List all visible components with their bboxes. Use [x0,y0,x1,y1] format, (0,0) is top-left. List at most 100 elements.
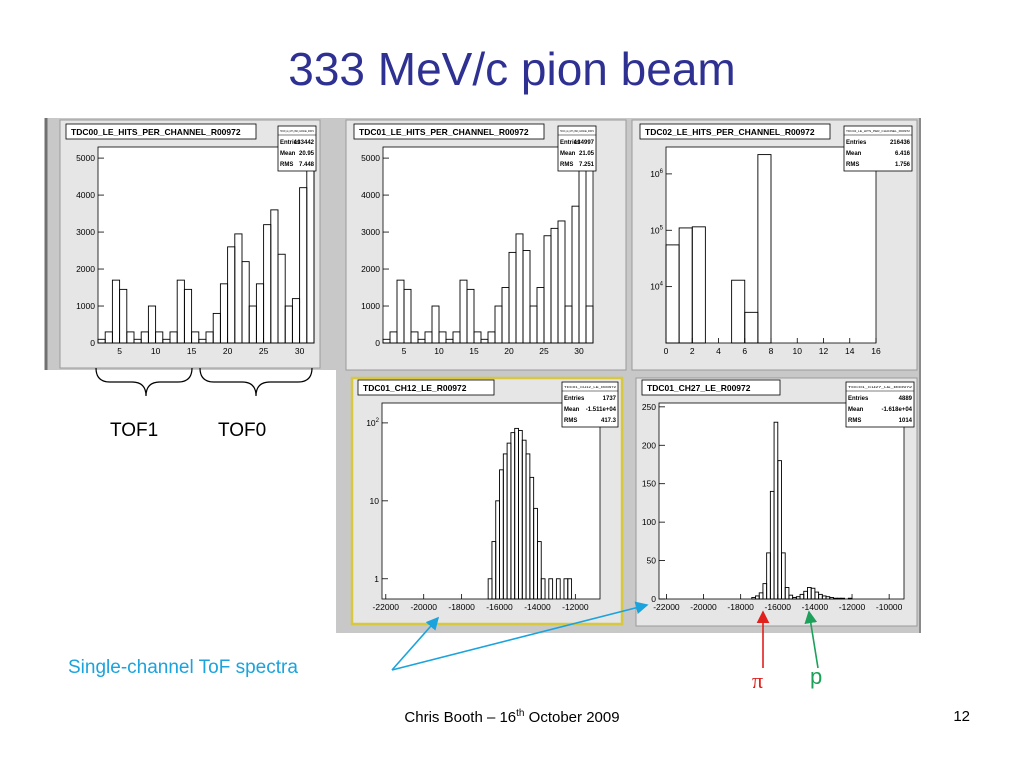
footer-superscript: th [516,708,525,719]
chart-5-y-tick-label: 0 [651,594,656,604]
chart-4-title: TDC01_CH12_LE_R00972 [363,383,467,393]
chart-5-y-tick-label: 250 [642,402,656,412]
chart-2-stats-box [557,125,597,172]
chart-4-stats-value: -1.511e+04 [586,407,617,413]
chart-4-y-tick-label: 10 [370,496,380,506]
chart-2-y-tick-label: 4000 [361,190,380,200]
chart-1-x-tick-label: 20 [223,346,233,356]
chart-4-x-tick-label: -14000 [524,602,551,612]
chart-2-stats-value: 7.251 [579,162,595,168]
chart-5-bin [833,597,838,600]
chart-5-y-tick-label: 50 [647,556,657,566]
chart-4-stats-value: 1737 [603,396,617,402]
tof1-brace [95,367,193,397]
chart-5-bin [840,597,846,600]
chart-2-stats-key: Mean [560,151,576,157]
chart-1-stats-key: Mean [280,151,296,157]
chart-2-bin [585,305,594,344]
chart-3-x-tick-label: 2 [690,346,695,356]
slide-title: 333 MeV/c pion beam [288,43,736,95]
chart-1-stats-key: RMS [280,162,293,168]
footer-date: October 2009 [524,709,620,726]
chart-3-x-tick-label: 14 [845,346,855,356]
chart-1-bin [183,288,193,344]
chart-4-stats-key: RMS [564,418,577,424]
chart-4-stats-box [561,381,619,428]
chart-3-stats-box [843,125,913,172]
chart-3-stats-value: 6.416 [895,151,911,157]
footer-author: Chris Booth – 16 [404,709,517,726]
chart-1-bin [119,288,128,344]
tof0-brace [199,367,313,397]
chart-1-bin [241,261,250,344]
chart-2-y-tick-label: 3000 [361,227,380,237]
chart-1-x-tick-label: 30 [295,346,305,356]
pion-label: π [752,668,764,693]
chart-1-title: TDC00_LE_HITS_PER_CHANNEL_R00972 [71,127,241,137]
chart-4-y-tick-label: 102 [366,418,379,428]
chart-1-y-tick-label: 2000 [76,264,95,274]
chart-4-x-tick-label: -12000 [562,602,589,612]
chart-2-bin [403,288,412,344]
chart-4-x-tick-label: -18000 [448,602,475,612]
chart-1-plot-area [97,146,315,344]
chart-1-bin [147,305,157,344]
chart-5-y-tick-label: 200 [642,440,656,450]
chart-5-bin [781,552,786,600]
chart-5-bin [777,460,782,600]
chart-3-y-tick-label: 105 [650,225,663,235]
chart-2-bin [473,331,482,344]
chart-5-y-tick-label: 150 [642,479,656,489]
chart-1-y-tick-label: 1000 [76,301,95,311]
chart-4-stats-key: Entries [564,396,585,402]
chart-5-stats-box [845,381,915,428]
chart-2-bin [557,220,566,344]
chart-5-x-tick-label: -20000 [690,602,717,612]
chart-5-x-tick-label: -14000 [802,602,829,612]
chart-1-y-tick-label: 3000 [76,227,95,237]
chart-3-title: TDC02_LE_HITS_PER_CHANNEL_R00972 [645,127,815,137]
chart-4-x-tick-label: -16000 [486,602,513,612]
chart-5-bin [836,597,842,600]
chart-3-stats-value: 216436 [890,140,911,146]
chart-4-bin [548,578,554,600]
chart-2-x-tick-label: 25 [539,346,549,356]
chart-2-y-tick-label: 2000 [361,264,380,274]
chart-3-bin [757,154,772,344]
chart-3-title-box [639,123,831,140]
chart-3-stats-key: Entries [846,140,867,146]
chart-2-stats-value: 21.05 [579,151,595,157]
chart-5-y-tick-label: 100 [642,517,656,527]
chart-1-bin [277,253,286,344]
chart-3-bin [731,279,746,344]
chart-5-x-tick-label: -18000 [727,602,754,612]
chart-2-x-tick-label: 20 [504,346,514,356]
chart-5-stats-value: -1.618e+04 [881,407,912,413]
chart-4-y-tick-label: 1 [374,574,379,584]
chart-1-y-tick-label: 0 [90,338,95,348]
chart-3-x-tick-label: 10 [793,346,803,356]
chart-1-bin [126,331,135,344]
chart-2-x-tick-label: 5 [402,346,407,356]
chart-2-x-tick-label: 15 [469,346,479,356]
chart-5-bin [784,587,790,600]
chart-1-x-tick-label: 5 [117,346,122,356]
chart-1-bin [191,331,200,344]
chart-2-stats-id: TDC01_LE_HITS_PER_CHANNEL_R00972 [560,129,594,133]
proton-arrow [804,610,819,669]
footer: Chris Booth – 16th October 2009 [0,708,1024,726]
chart-3-y-tick-label: 106 [650,169,663,179]
caption-arrow-left-chart [391,616,440,671]
chart-4-title-box [357,379,495,396]
chart-3-x-tick-label: 12 [819,346,829,356]
chart-1-stats-key: Entries [280,140,301,146]
chart-5-x-tick-label: -22000 [653,602,680,612]
chart-2-x-tick-label: 10 [434,346,444,356]
chart-2-y-tick-label: 0 [375,338,380,348]
spectra-caption: Single-channel ToF spectra [68,657,298,678]
chart-5-bin [847,597,853,600]
chart-2-title: TDC01_LE_HITS_PER_CHANNEL_R00972 [359,127,529,137]
chart-4-stats-key: Mean [564,407,580,413]
chart-3-x-tick-label: 0 [664,346,669,356]
